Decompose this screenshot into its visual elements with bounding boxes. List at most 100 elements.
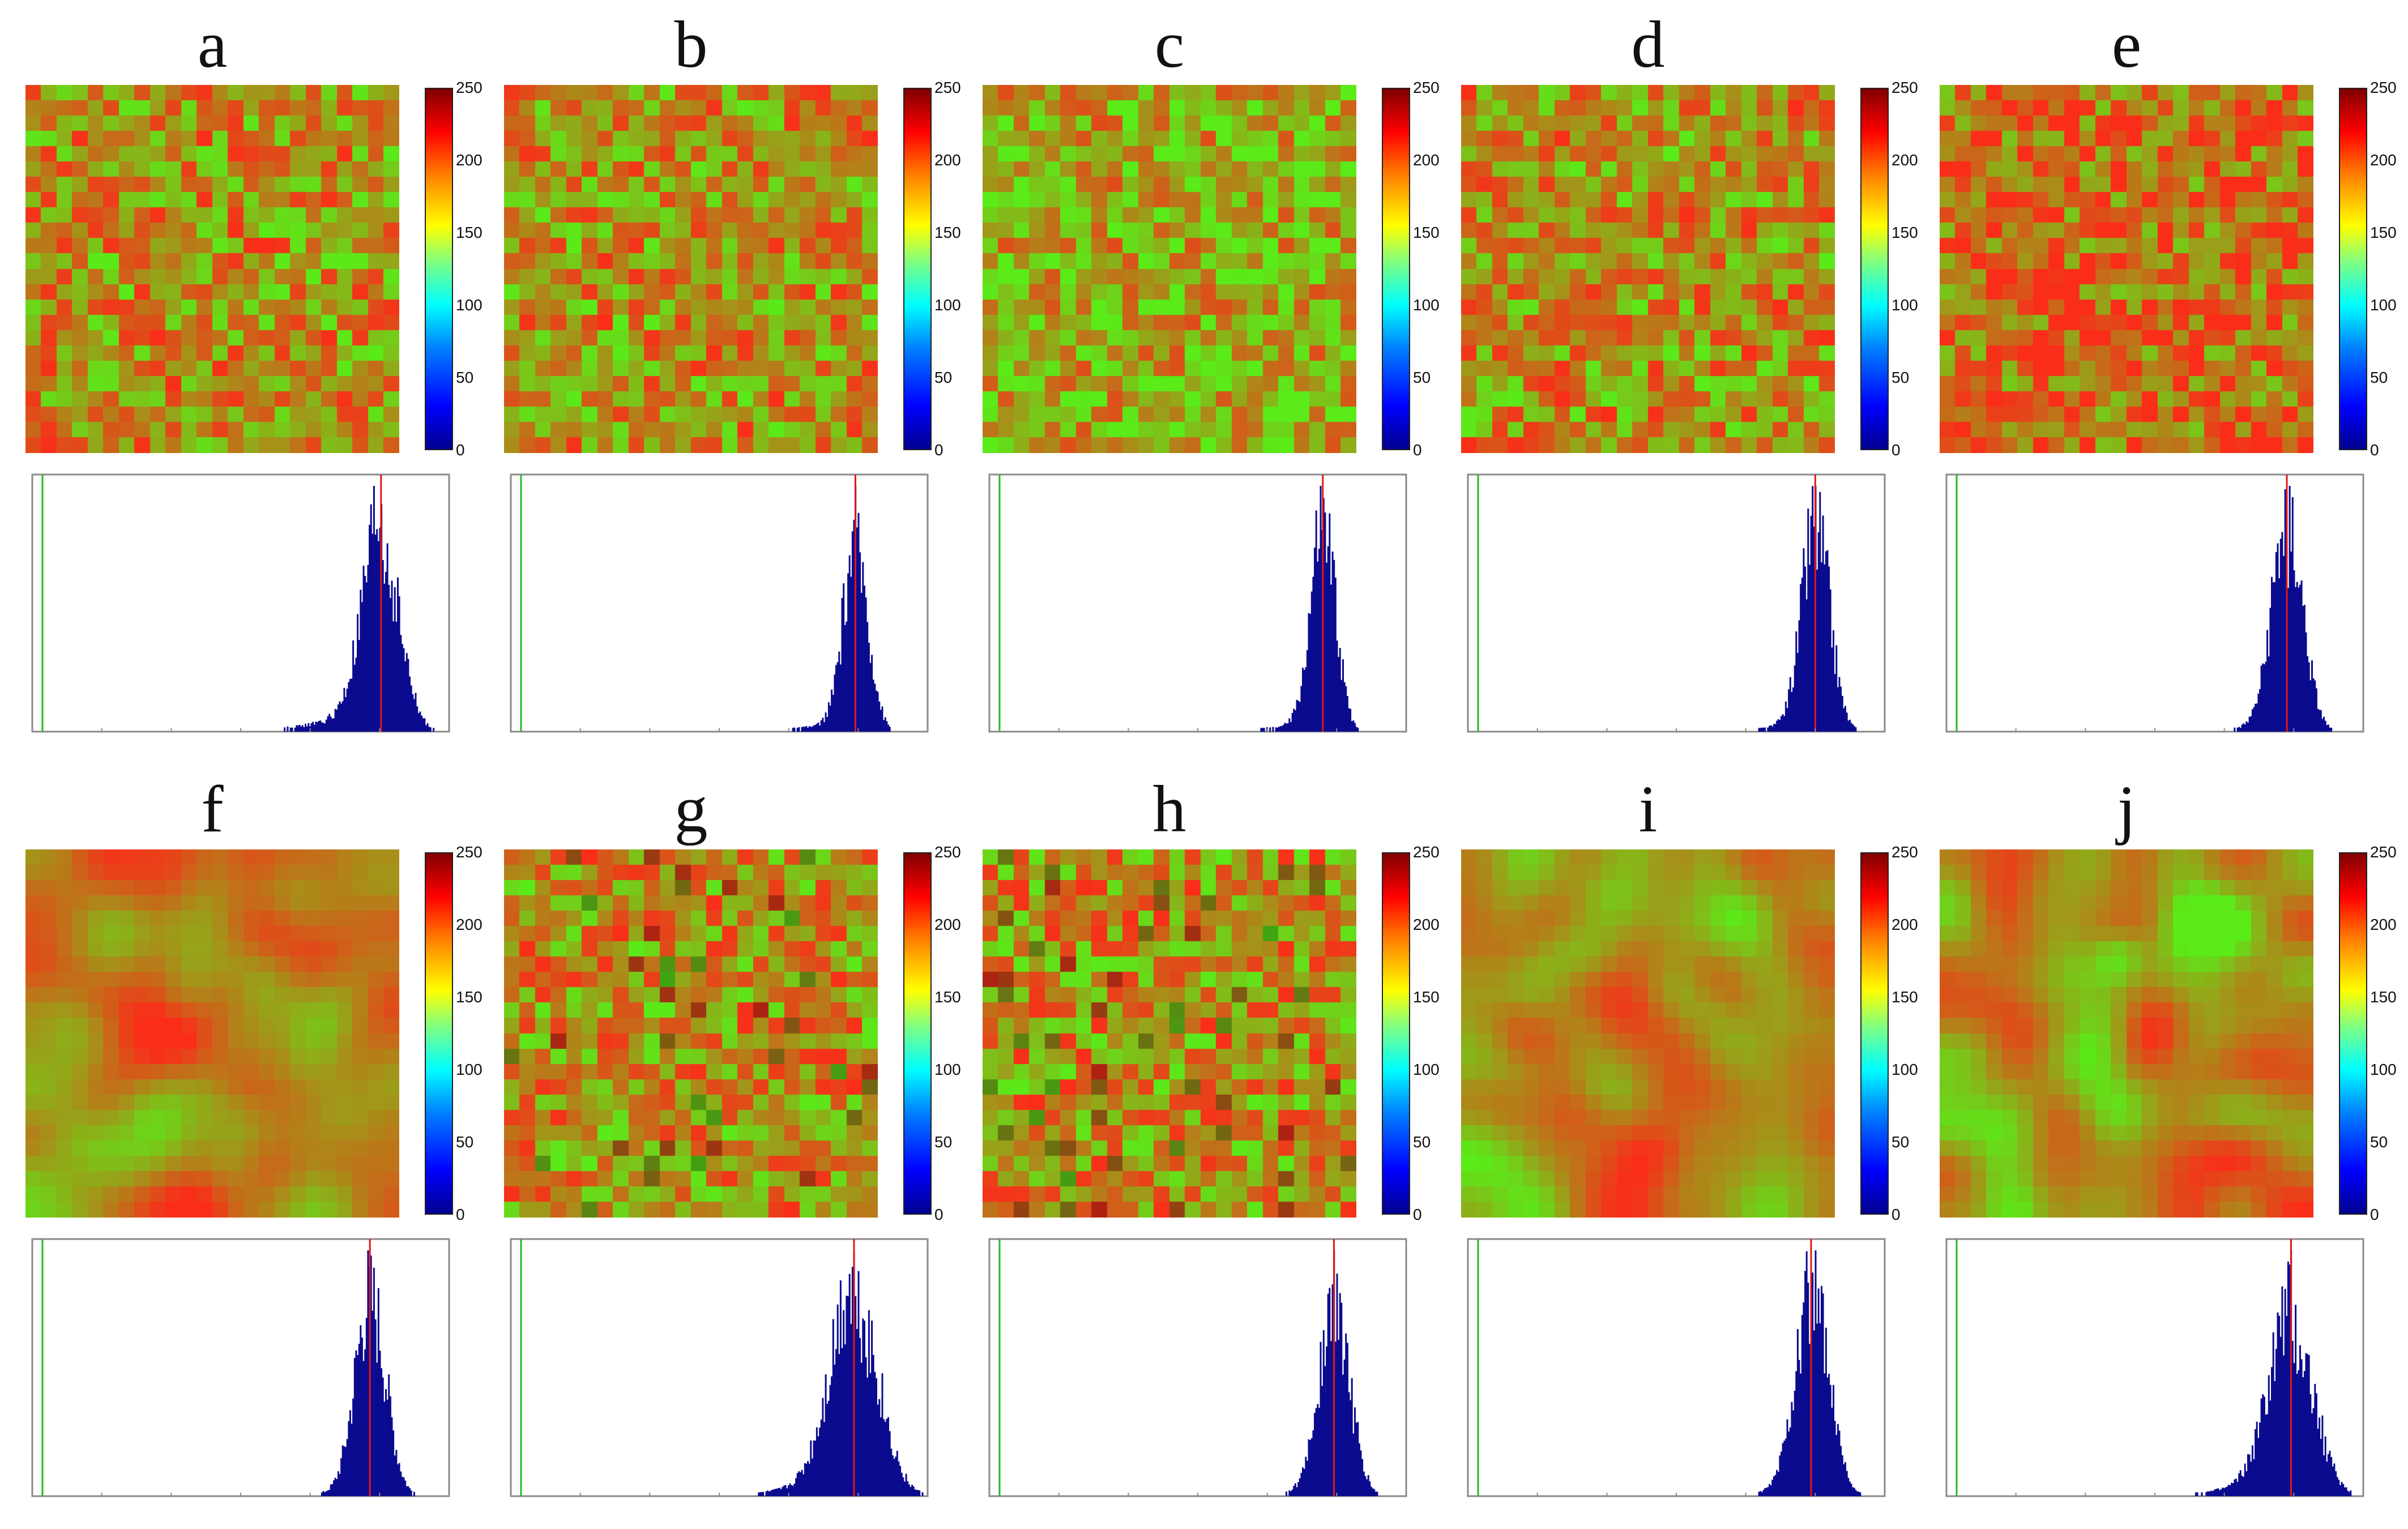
colorbar	[1382, 852, 1410, 1215]
hist-bar	[887, 1417, 889, 1496]
hist-bar	[2255, 1429, 2257, 1496]
hist-bar	[1758, 728, 1760, 732]
hist-bar	[1822, 515, 1824, 732]
hist-bar	[351, 678, 353, 732]
hist-bar	[1345, 686, 1347, 732]
hist-bar	[2236, 728, 2239, 732]
hist-bar	[2265, 661, 2267, 732]
hist-bar	[1369, 1481, 1371, 1496]
hist-bar	[2226, 1487, 2228, 1496]
histogram	[1945, 1238, 2364, 1497]
colorbar-tick: 0	[1892, 441, 1901, 459]
hist-bar	[1779, 720, 1781, 732]
hist-bar	[2247, 1454, 2249, 1496]
hist-bar	[814, 1440, 817, 1496]
hist-bar	[2299, 584, 2301, 732]
colorbar-tick: 0	[1892, 1206, 1901, 1223]
hist-bar	[306, 726, 308, 732]
hist-bar	[1855, 727, 1857, 732]
hist-bar	[2262, 1394, 2264, 1496]
hist-bar	[336, 1479, 338, 1496]
panel-j: j 250 200 150 100 50 0	[1940, 776, 2397, 1529]
colorbar-tick: 150	[2370, 988, 2397, 1006]
hist-bar	[1275, 727, 1277, 732]
hist-bar	[1376, 1492, 1378, 1496]
hist-bar	[1777, 1471, 1779, 1496]
hist-bar	[2215, 1488, 2218, 1496]
hist-bar	[1840, 686, 1842, 732]
hist-bar	[1302, 1467, 1304, 1496]
colorbar-tick: 0	[456, 441, 465, 459]
hist-bar	[1294, 1483, 1296, 1496]
hist-bar	[2312, 1408, 2315, 1496]
hist-bar	[834, 1364, 836, 1496]
colorbar-tick: 50	[1413, 1133, 1431, 1151]
hist-bar	[848, 555, 851, 732]
hist-bar	[860, 592, 863, 732]
hist-bar	[1343, 682, 1346, 732]
hist-bar	[395, 1450, 398, 1496]
heatmap	[1461, 85, 1835, 453]
hist-bar	[333, 718, 335, 732]
hist-bar	[2336, 1477, 2338, 1496]
hist-bar	[360, 1325, 362, 1496]
hist-bar	[1370, 1487, 1372, 1496]
colorbar-tick: 150	[1413, 988, 1440, 1006]
hist-bar	[1336, 1274, 1338, 1496]
hist-bar	[883, 1419, 885, 1496]
hist-bar	[1819, 1323, 1821, 1496]
hist-bar	[322, 723, 325, 732]
hist-bar	[2201, 1492, 2203, 1496]
hist-bar	[1791, 692, 1793, 732]
hist-bar	[2295, 587, 2297, 732]
hist-bar	[1291, 712, 1293, 732]
hist-bar	[1781, 1451, 1782, 1496]
hist-bar	[801, 1470, 803, 1496]
hist-bar	[908, 1484, 910, 1496]
hist-bar	[1812, 1272, 1814, 1496]
hist-bar	[1303, 669, 1305, 732]
hist-bar	[303, 727, 305, 732]
hist-bar	[1334, 1342, 1337, 1496]
hist-bar	[2291, 1340, 2294, 1496]
hist-bar	[1807, 1283, 1809, 1496]
colorbar-tick: 100	[2370, 1061, 2397, 1078]
hist-bar	[337, 704, 339, 732]
hist-bar	[291, 727, 293, 732]
hist-bar	[816, 724, 818, 732]
hist-bar	[777, 1488, 779, 1496]
hist-bar	[2299, 1345, 2301, 1496]
hist-bar	[1284, 723, 1286, 732]
hist-bar	[1800, 584, 1802, 732]
hist-bar	[762, 1492, 765, 1496]
hist-bar	[792, 728, 794, 732]
hist-bar	[360, 590, 362, 732]
hist-bar	[1338, 1339, 1340, 1496]
hist-bar	[2259, 1423, 2261, 1496]
hist-bar	[358, 1344, 360, 1496]
hist-bar	[2283, 1355, 2285, 1496]
hist-bar	[325, 1491, 327, 1496]
hist-bar	[2300, 1359, 2303, 1496]
hist-bar	[1299, 1478, 1301, 1496]
hist-bar	[2253, 707, 2255, 732]
hist-bar	[1758, 1492, 1760, 1496]
hist-bar	[2323, 1455, 2325, 1496]
hist-bar	[365, 582, 368, 732]
hist-bar	[890, 1449, 893, 1496]
hist-bar	[826, 717, 829, 732]
hist-bar	[1342, 659, 1344, 732]
hist-bar	[827, 1400, 830, 1496]
hist-bar	[1777, 719, 1779, 732]
panel-b: b 250 200 150 100 50 0	[504, 11, 961, 764]
hist-bar	[339, 1474, 341, 1496]
hist-bar	[2256, 1421, 2258, 1496]
hist-bar	[398, 596, 400, 732]
hist-bar	[1299, 702, 1301, 732]
colorbar-tick: 250	[456, 79, 483, 96]
hist-bar	[297, 725, 299, 732]
hist-bar	[348, 682, 350, 732]
hist-bar	[312, 721, 314, 732]
hist-bar	[428, 727, 430, 732]
hist-bar	[337, 1471, 339, 1496]
